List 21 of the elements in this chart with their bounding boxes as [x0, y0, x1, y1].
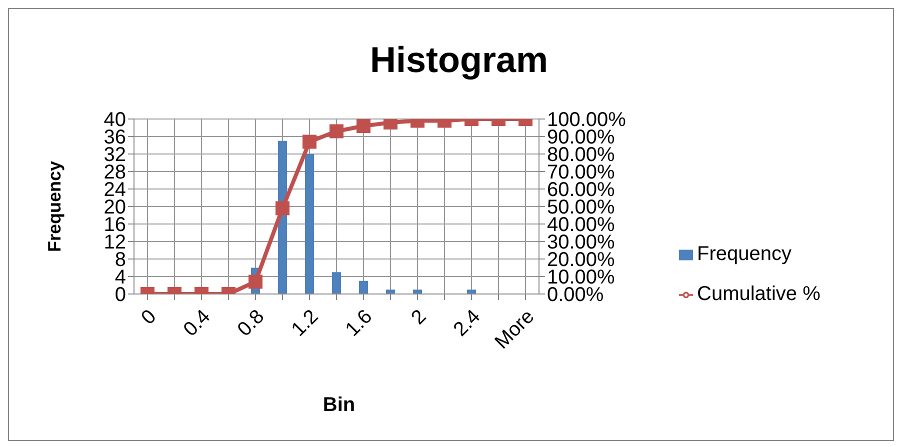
- x-tick-label: 2: [407, 306, 431, 330]
- x-tick-label: 1.6: [341, 306, 377, 341]
- x-tick-label: 1.2: [287, 306, 323, 341]
- bar: [467, 290, 476, 294]
- bar: [413, 290, 422, 294]
- point: [276, 201, 290, 216]
- x-tick-label: 0.4: [179, 306, 215, 341]
- bar: [332, 272, 341, 294]
- bar: [359, 280, 368, 294]
- x-tick-label: 0.8: [233, 306, 269, 341]
- legend-label: Cumulative %: [697, 283, 820, 305]
- y-axis-title: Frequency: [44, 160, 64, 252]
- chart-title: Histogram: [368, 39, 550, 81]
- x-tick-label: 0: [137, 306, 161, 330]
- bar: [305, 154, 314, 294]
- y2-tick-label: 0.00%: [547, 284, 604, 306]
- x-axis-title: Bin: [322, 394, 356, 417]
- bar: [386, 290, 395, 294]
- legend-label: Frequency: [697, 243, 792, 265]
- x-tick-label: 2.4: [449, 306, 485, 341]
- y-tick-label: 0: [114, 284, 126, 306]
